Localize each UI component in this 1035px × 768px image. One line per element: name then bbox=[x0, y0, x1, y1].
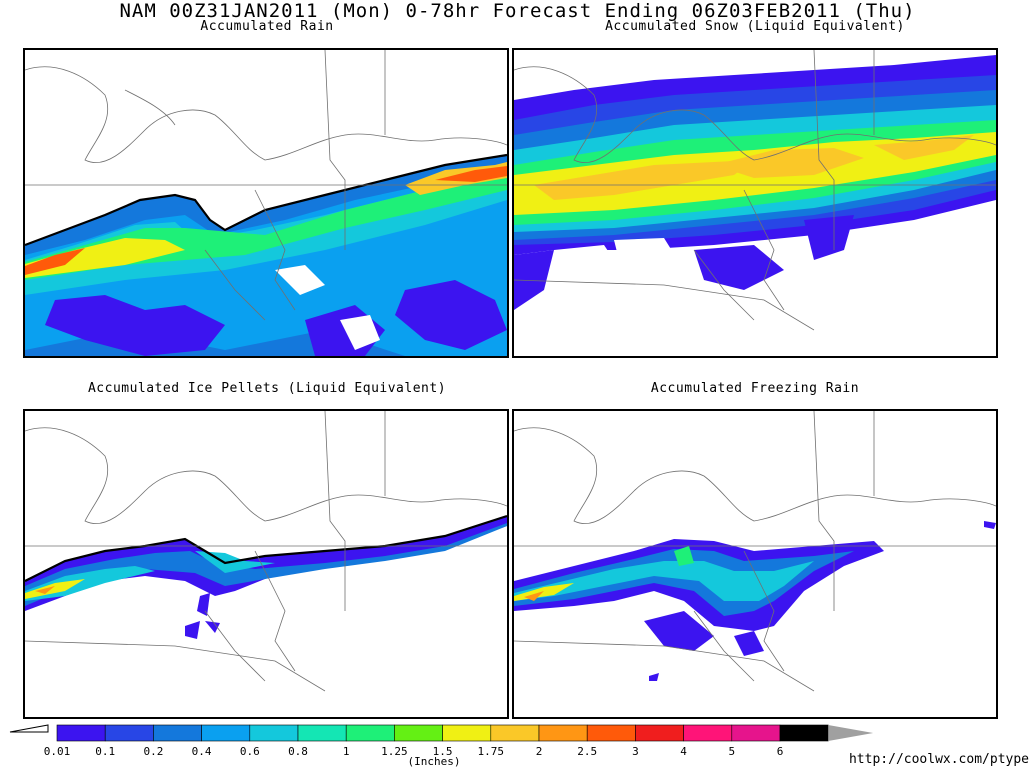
colorbar-label: 1.75 bbox=[477, 745, 505, 758]
freezing-boundaries bbox=[514, 411, 996, 692]
source-url: http://coolwx.com/ptype bbox=[848, 752, 1029, 767]
colorbar-box-13 bbox=[683, 724, 733, 742]
freezing-map-panel bbox=[512, 409, 998, 719]
colorbar-label: 1 bbox=[342, 745, 350, 758]
colorbar-boxes bbox=[56, 724, 829, 742]
ice-panel-title: Accumulated Ice Pellets (Liquid Equivale… bbox=[87, 381, 447, 396]
colorbar-right-triangle bbox=[828, 725, 874, 741]
colorbar-box-8 bbox=[442, 724, 492, 742]
rain-boundaries bbox=[25, 50, 507, 321]
rain-edge-contour bbox=[25, 153, 507, 247]
colorbar-box-14 bbox=[731, 724, 781, 742]
snow-map-panel bbox=[512, 48, 998, 358]
colorbar-label: 1.5 bbox=[432, 745, 453, 758]
ice-map-panel bbox=[23, 409, 509, 719]
colorbar-label: 2 bbox=[535, 745, 543, 758]
colorbar-box-11 bbox=[586, 724, 636, 742]
ice-boundaries bbox=[25, 411, 507, 692]
colorbar-box-1 bbox=[104, 724, 154, 742]
colorbar-label: 0.2 bbox=[143, 745, 164, 758]
colorbar-label: 2.5 bbox=[577, 745, 598, 758]
colorbar-label: 4 bbox=[680, 745, 687, 758]
colorbar-label: 0.6 bbox=[239, 745, 260, 758]
colorbar-label: 5 bbox=[728, 745, 736, 758]
snow-precip-field bbox=[514, 55, 996, 310]
colorbar-left-triangle bbox=[9, 724, 49, 733]
colorbar-label: 1.25 bbox=[381, 745, 408, 758]
rain-panel-title: Accumulated Rain bbox=[200, 19, 334, 34]
colorbar-box-0 bbox=[56, 724, 106, 742]
snow-map bbox=[514, 50, 996, 331]
colorbar-box-2 bbox=[153, 724, 202, 742]
colorbar-box-12 bbox=[635, 724, 684, 742]
colorbar-label: 0.01 bbox=[43, 745, 71, 758]
rain-map-panel bbox=[23, 48, 509, 358]
snow-panel-title: Accumulated Snow (Liquid Equivalent) bbox=[605, 19, 905, 34]
ice-map bbox=[25, 411, 507, 692]
rain-map bbox=[25, 50, 507, 356]
colorbar-label: 0.8 bbox=[288, 745, 308, 758]
colorbar-box-5 bbox=[297, 724, 347, 742]
colorbar-box-15 bbox=[779, 724, 829, 742]
freezing-panel-title: Accumulated Freezing Rain bbox=[650, 381, 860, 396]
colorbar-box-7 bbox=[394, 724, 443, 742]
snow-boundaries bbox=[514, 50, 996, 331]
colorbar-box-4 bbox=[249, 724, 299, 742]
colorbar bbox=[9, 724, 874, 742]
colorbar-label: 0.1 bbox=[95, 745, 116, 758]
colorbar-box-9 bbox=[490, 724, 540, 742]
colorbar-label: 6 bbox=[776, 745, 784, 758]
colorbar-box-10 bbox=[538, 724, 588, 742]
colorbar-box-6 bbox=[345, 724, 395, 742]
colorbar-label: 3 bbox=[632, 745, 639, 758]
freezing-map bbox=[514, 411, 996, 692]
colorbar-units: (Inches) bbox=[407, 755, 461, 768]
chart-title: NAM 00Z31JAN2011 (Mon) 0-78hr Forecast E… bbox=[119, 0, 916, 22]
colorbar-box-3 bbox=[201, 724, 251, 742]
ice-precip-field bbox=[25, 516, 507, 639]
rain-precip-field bbox=[25, 155, 507, 356]
freezing-precip-field bbox=[514, 521, 996, 681]
colorbar-label: 0.4 bbox=[191, 745, 212, 758]
ice-edge-contour bbox=[25, 514, 507, 582]
